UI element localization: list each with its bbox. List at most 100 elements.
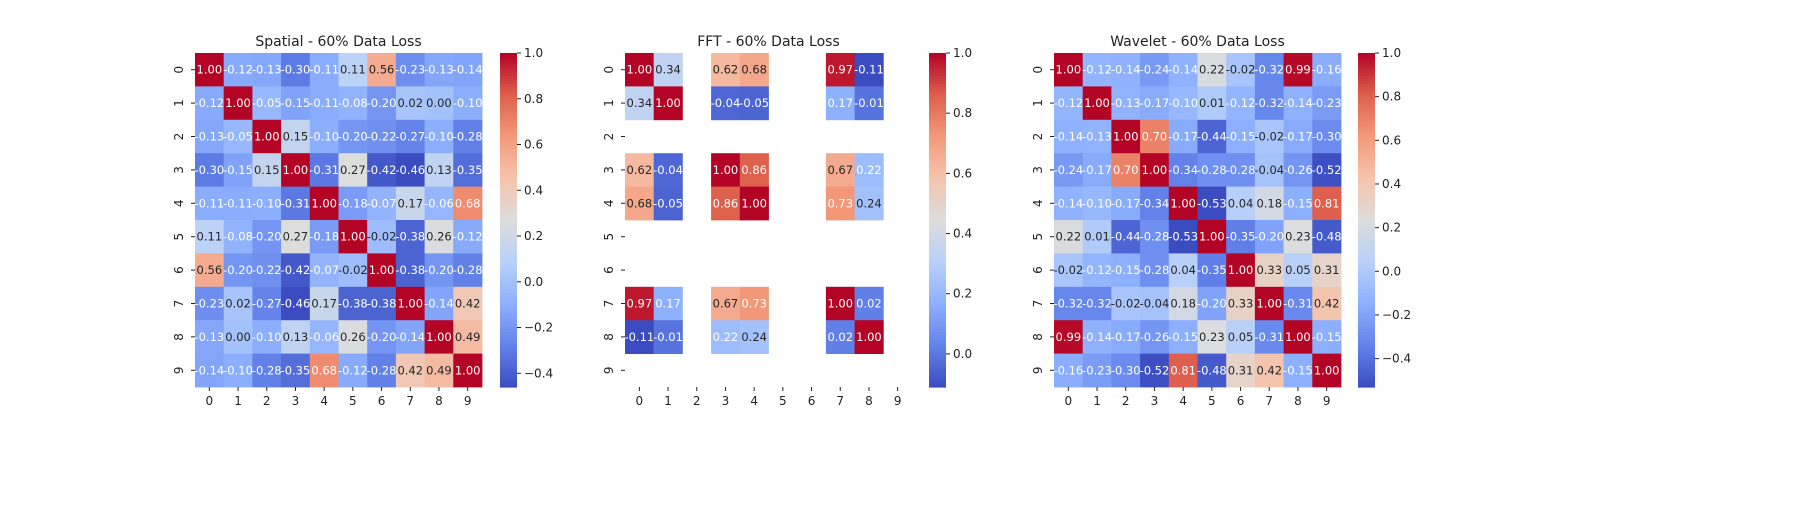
colorbar-segment: [929, 350, 946, 355]
heatmap-cell: [1283, 53, 1313, 87]
x-tick-label: 6: [378, 394, 386, 408]
colorbar-segment: [929, 348, 946, 352]
colorbar-segment: [1358, 314, 1375, 319]
heatmap-cell: [1312, 353, 1342, 388]
colorbar-segment: [1358, 111, 1375, 115]
heatmap-cell: [395, 220, 425, 254]
colorbar-tick-label: −0.2: [524, 321, 553, 335]
y-tick-label: 2: [602, 133, 616, 141]
cell-value-label: -0.17: [1082, 163, 1112, 177]
cell-value-label: -0.42: [281, 263, 311, 277]
heatmap-cell: [453, 119, 483, 154]
y-tick-label: 1: [602, 99, 616, 107]
colorbar-segment: [929, 236, 946, 241]
colorbar-segment: [929, 61, 946, 65]
colorbar-segment: [929, 281, 946, 285]
colorbar-segment: [1358, 286, 1375, 291]
colorbar-segment: [929, 286, 946, 291]
colorbar-segment: [500, 94, 517, 99]
colorbar-segment: [500, 242, 517, 246]
heatmap-cell: [395, 186, 425, 221]
colorbar-segment: [1358, 164, 1375, 168]
colorbar-segment: [1358, 364, 1375, 369]
colorbar-segment: [929, 139, 946, 143]
cell-value-label: 0.33: [1228, 297, 1254, 311]
cell-value-label: -0.05: [653, 196, 683, 210]
x-tick-label: 1: [664, 394, 672, 408]
colorbar-segment: [1358, 133, 1375, 138]
colorbar-segment: [929, 325, 946, 330]
x-tick-label: 9: [1323, 394, 1331, 408]
colorbar-segment: [500, 228, 517, 232]
colorbar-segment: [1358, 303, 1375, 307]
colorbar-segment: [1358, 336, 1375, 341]
colorbar-segment: [929, 342, 946, 346]
heatmap-cell: [1254, 153, 1284, 187]
heatmap-cell: [1197, 186, 1227, 221]
colorbar-segment: [1358, 100, 1375, 104]
heatmap-cell: [1254, 53, 1284, 87]
colorbar-segment: [929, 253, 946, 257]
colorbar-segment: [1358, 183, 1375, 188]
heatmap-cell: [1168, 253, 1198, 288]
cell-value-label: -0.04: [1254, 163, 1284, 177]
cell-value-label: -0.24: [1053, 163, 1083, 177]
cell-value-label: -0.35: [453, 163, 483, 177]
cell-value-label: 0.86: [713, 196, 739, 210]
cell-value-label: -0.02: [338, 263, 368, 277]
heatmap-cell: [453, 53, 483, 87]
colorbar-segment: [500, 72, 517, 76]
heatmap-cell: [1197, 253, 1227, 288]
colorbar-segment: [929, 228, 946, 232]
heatmap-cell: [195, 253, 225, 288]
colorbar-segment: [500, 64, 517, 68]
heatmap-cell: [825, 86, 855, 121]
colorbar-tick-label: 0.6: [953, 166, 972, 180]
colorbar-segment: [929, 119, 946, 124]
y-tick-label: 1: [1031, 99, 1045, 107]
colorbar-segment: [500, 105, 517, 110]
colorbar-segment: [929, 64, 946, 68]
colorbar-segment: [1358, 339, 1375, 344]
cell-value-label: -0.10: [1168, 96, 1198, 110]
cell-value-label: 0.02: [225, 297, 251, 311]
colorbar-segment: [1358, 331, 1375, 335]
colorbar-segment: [929, 144, 946, 149]
colorbar-segment: [500, 158, 517, 163]
colorbar-segment: [1358, 150, 1375, 154]
cell-value-label: 0.11: [340, 63, 366, 77]
colorbar-segment: [929, 203, 946, 207]
x-tick-label: 2: [1122, 394, 1130, 408]
colorbar-segment: [929, 153, 946, 157]
colorbar-segment: [1358, 233, 1375, 238]
heatmap-cell: [309, 153, 339, 187]
cell-value-label: -0.17: [1283, 130, 1313, 144]
cell-value-label: 0.73: [741, 297, 767, 311]
colorbar-segment: [1358, 239, 1375, 243]
colorbar-segment: [500, 231, 517, 235]
colorbar-segment: [1358, 350, 1375, 355]
cell-value-label: -0.20: [424, 263, 454, 277]
cell-value-label: 1.00: [1199, 230, 1225, 244]
cell-value-label: -0.32: [1053, 297, 1083, 311]
cell-value-label: -0.28: [453, 263, 483, 277]
colorbar-segment: [500, 236, 517, 241]
cell-value-label: -0.38: [395, 230, 425, 244]
cell-value-label: -0.32: [1254, 63, 1284, 77]
colorbar-segment: [1358, 175, 1375, 179]
colorbar-segment: [1358, 119, 1375, 124]
colorbar-segment: [929, 328, 946, 332]
colorbar-segment: [500, 311, 517, 316]
colorbar-segment: [1358, 206, 1375, 210]
colorbar-segment: [1358, 139, 1375, 143]
colorbar-segment: [500, 356, 517, 360]
colorbar-segment: [1358, 122, 1375, 126]
colorbar-segment: [500, 208, 517, 213]
cell-value-label: 0.97: [627, 297, 653, 311]
cell-value-label: -0.31: [1283, 297, 1313, 311]
cell-value-label: -0.10: [223, 363, 253, 377]
heatmap-cell: [1312, 253, 1342, 288]
colorbar-segment: [500, 130, 517, 135]
cell-value-label: 0.99: [1056, 330, 1082, 344]
colorbar-tick-label: 0.2: [1382, 221, 1401, 235]
